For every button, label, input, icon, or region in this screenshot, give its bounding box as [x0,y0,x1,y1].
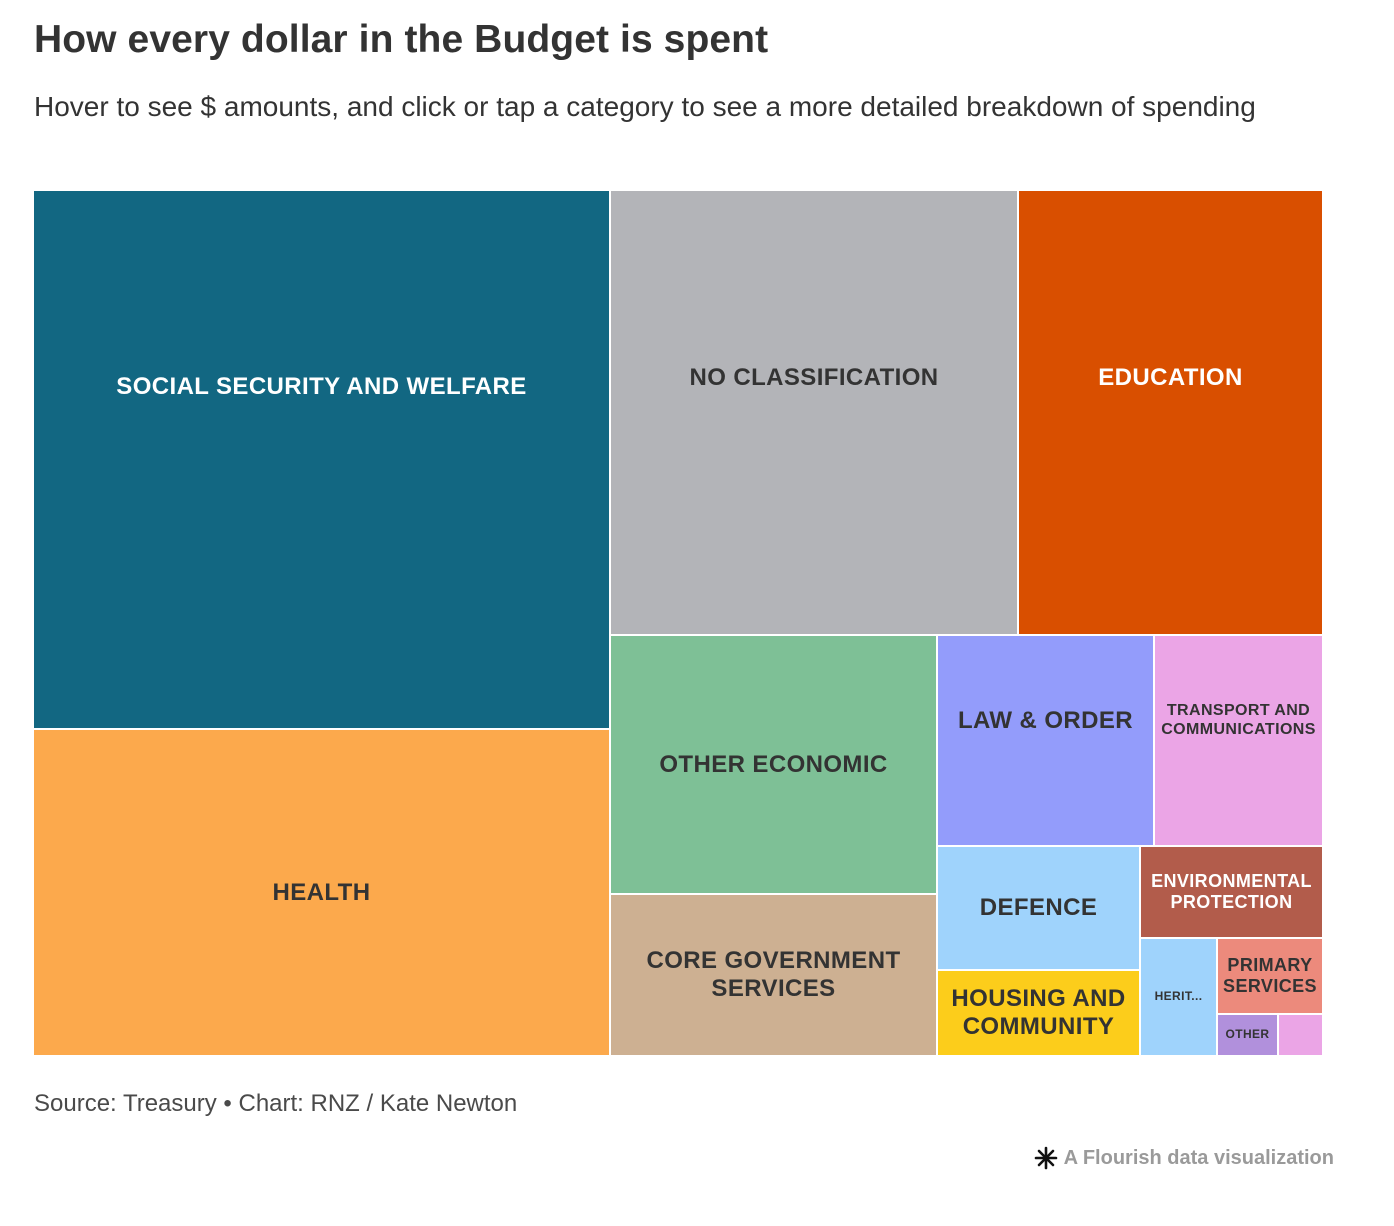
tile-label: SOCIAL SECURITY AND WELFARE [116,372,527,400]
tile-core-government-services[interactable]: CORE GOVERNMENT SERVICES [610,894,937,1056]
tile-label: HERIT... [1154,989,1203,1004]
tile-defence[interactable]: DEFENCE [937,846,1140,970]
flourish-credit[interactable]: A Flourish data visualization [1034,1146,1334,1170]
tile-environmental-protection[interactable]: ENVIRONMENTAL PROTECTION [1140,846,1323,938]
tile-label: PRIMARY SERVICES [1223,955,1317,996]
tile-label: HOUSING AND COMMUNITY [951,985,1126,1040]
chart-title: How every dollar in the Budget is spent [34,18,769,61]
tile-housing-and-community[interactable]: HOUSING AND COMMUNITY [937,970,1140,1056]
tile-primary-services[interactable]: PRIMARY SERVICES [1217,938,1323,1014]
tile-label: ENVIRONMENTAL PROTECTION [1151,871,1312,912]
tile-label: TRANSPORT AND COMMUNICATIONS [1161,702,1316,738]
chart-subtitle: Hover to see $ amounts, and click or tap… [34,91,1256,122]
tile-label: DEFENCE [979,894,1098,922]
tile-social-security-and-welfare[interactable]: SOCIAL SECURITY AND WELFARE [33,190,610,729]
tile-other-economic[interactable]: OTHER ECONOMIC [610,635,937,894]
treemap-chart: SOCIAL SECURITY AND WELFARE HEALTH NO CLAS… [33,190,1323,1056]
source-note: Source: Treasury • Chart: RNZ / Kate New… [34,1090,518,1117]
tile-label: NO CLASSIFICATION [689,363,939,391]
tile-no-classification[interactable]: NO CLASSIFICATION [610,190,1018,635]
tile-education[interactable]: EDUCATION [1018,190,1323,635]
tile-label: EDUCATION [1098,363,1243,391]
tile-heritage[interactable]: HERIT... [1140,938,1217,1056]
tile-label: LAW & ORDER [957,706,1134,734]
flourish-credit-text: A Flourish data visualization [1063,1146,1334,1169]
tile-law-and-order[interactable]: LAW & ORDER [937,635,1154,846]
tile-transport-and-communications[interactable]: TRANSPORT AND COMMUNICATIONS [1154,635,1323,846]
tile-other[interactable]: OTHER [1217,1014,1278,1056]
tile-label: HEALTH [272,878,371,906]
tile-label: OTHER [1225,1027,1270,1042]
tile-label: CORE GOVERNMENT SERVICES [646,947,901,1002]
flourish-logo-icon [1034,1146,1058,1170]
tile-health[interactable]: HEALTH [33,729,610,1056]
tile-label: OTHER ECONOMIC [659,750,888,778]
tile-unlabelled[interactable] [1278,1014,1323,1056]
